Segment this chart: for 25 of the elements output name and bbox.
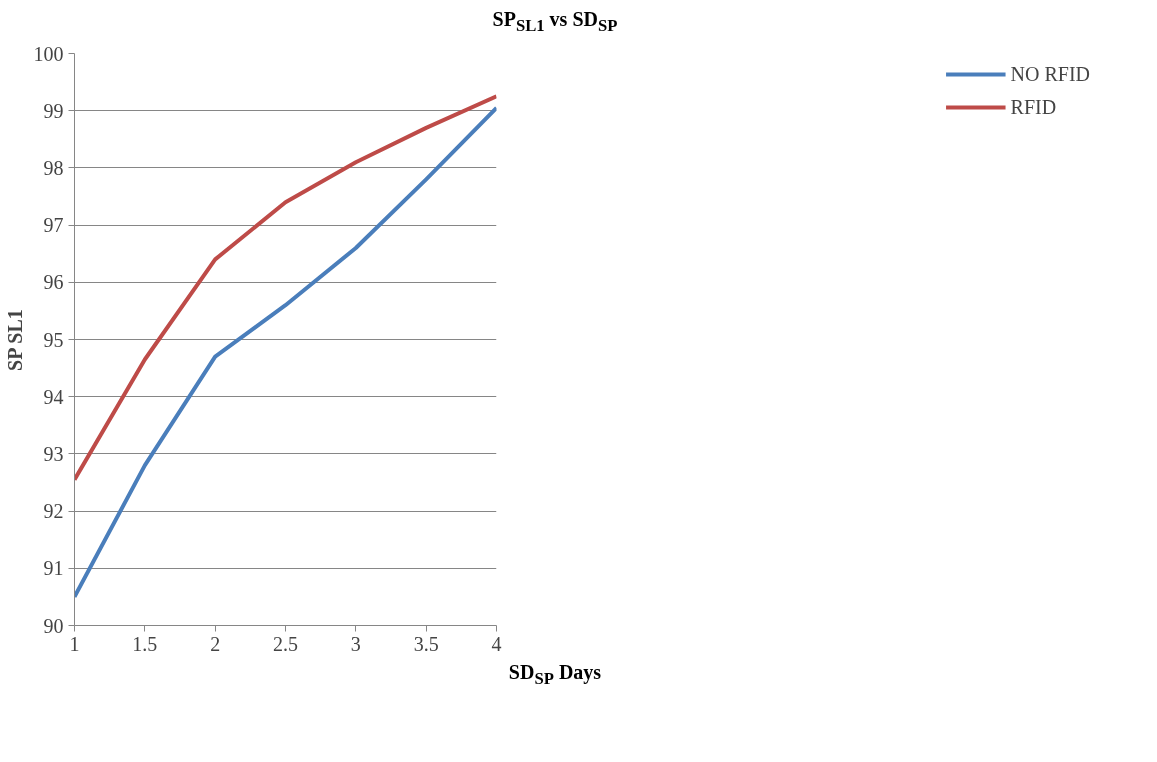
text: SP$_{SL1}$ vs SD$_{SP}$: [491, 7, 619, 37]
line-series: [74, 105, 497, 599]
legend-label: RFID: [1010, 95, 1057, 119]
x-tick-label: 1: [69, 632, 80, 655]
line-series: [74, 94, 497, 482]
legend-label: NO RFID: [1010, 62, 1090, 86]
y-tick-label: 99: [43, 99, 64, 122]
y-tick-label: 100: [33, 42, 64, 65]
y-tick-label: 97: [43, 213, 64, 236]
x-axis-title: SD$_{SP}$ Days: [507, 659, 603, 690]
y-axis-title: SP SL1: [3, 309, 26, 371]
x-tick-label: 3: [350, 632, 361, 655]
x-tick-label: 4: [491, 632, 502, 655]
y-tick-label: 90: [43, 614, 64, 637]
y-tick-label: 96: [43, 271, 64, 294]
y-tick-label: 91: [43, 557, 64, 580]
y-tick-label: 94: [43, 385, 64, 408]
y-tick-label: 93: [43, 442, 64, 465]
y-tick-label: 98: [43, 156, 64, 179]
x-tick-label: 3.5: [413, 632, 439, 655]
x-tick-label: 2: [210, 632, 221, 655]
y-tick-label: 92: [43, 499, 64, 522]
x-tick-label: 2.5: [273, 632, 298, 655]
x-tick-label: 1.5: [132, 632, 158, 655]
y-tick-label: 95: [43, 328, 64, 351]
